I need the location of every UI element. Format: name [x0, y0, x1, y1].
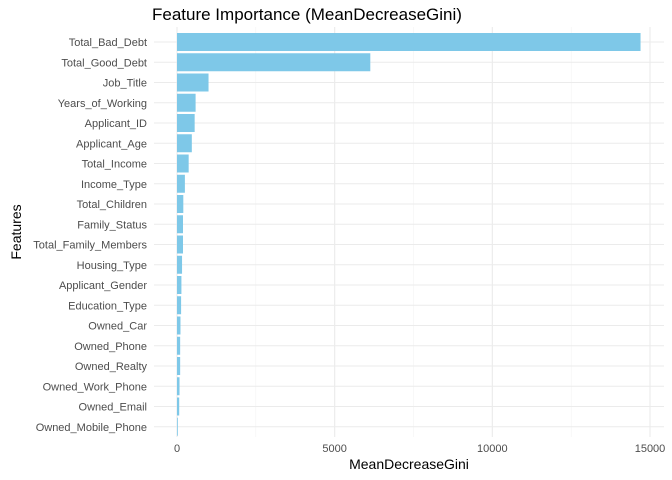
bar [177, 93, 196, 112]
y-tick-label: Applicant_ID [85, 118, 147, 130]
y-tick-label: Owned_Email [79, 402, 147, 414]
major-gridlines [154, 27, 664, 437]
y-tick-label: Owned_Car [88, 321, 147, 333]
bar [177, 215, 183, 234]
minor-gridlines [255, 27, 572, 437]
bar [177, 134, 192, 153]
y-tick-label: Applicant_Gender [59, 280, 147, 292]
y-tick-labels: Total_Bad_Debt Total_Good_Debt Job_Title Ye… [33, 37, 147, 434]
bar [177, 174, 185, 193]
bars [177, 33, 641, 436]
bar [177, 73, 209, 92]
bar [177, 235, 183, 254]
y-tick-label: Total_Bad_Debt [69, 37, 147, 49]
y-tick-label: Family_Status [77, 219, 147, 231]
x-axis-label: MeanDecreaseGini [349, 456, 469, 472]
y-tick-label: Years_of_Working [58, 98, 147, 110]
chart-title: Feature Importance (MeanDecreaseGini) [152, 5, 462, 24]
x-tick-label: 15000 [635, 443, 666, 455]
y-tick-label: Total_Children [77, 199, 147, 211]
y-tick-label: Income_Type [81, 179, 147, 191]
y-tick-label: Owned_Mobile_Phone [36, 422, 147, 434]
y-tick-label: Applicant_Age [76, 138, 147, 150]
y-tick-label: Total_Good_Debt [61, 57, 147, 69]
bar [177, 33, 641, 51]
y-tick-label: Owned_Phone [74, 341, 147, 353]
x-tick-label: 5000 [322, 443, 346, 455]
bar [177, 377, 180, 396]
bar [177, 114, 195, 132]
bar [177, 417, 178, 436]
y-tick-label: Owned_Realty [75, 361, 148, 373]
x-tick-labels: 0 5000 10000 15000 [174, 443, 665, 455]
y-tick-label: Total_Family_Members [33, 240, 147, 252]
bar [177, 336, 181, 355]
y-tick-label: Housing_Type [77, 260, 147, 272]
bar [177, 53, 371, 72]
y-tick-label: Total_Income [82, 159, 147, 171]
bar [177, 154, 189, 173]
bar [177, 357, 181, 375]
x-tick-label: 10000 [477, 443, 508, 455]
bar [177, 296, 182, 315]
bar [177, 316, 181, 335]
bar [177, 195, 184, 213]
bar [177, 255, 183, 274]
y-tick-label: Owned_Work_Phone [43, 381, 147, 393]
y-tick-label: Job_Title [103, 78, 147, 90]
x-tick-label: 0 [174, 443, 180, 455]
bar [177, 276, 182, 294]
bar [177, 397, 180, 416]
y-tick-label: Education_Type [68, 300, 147, 312]
